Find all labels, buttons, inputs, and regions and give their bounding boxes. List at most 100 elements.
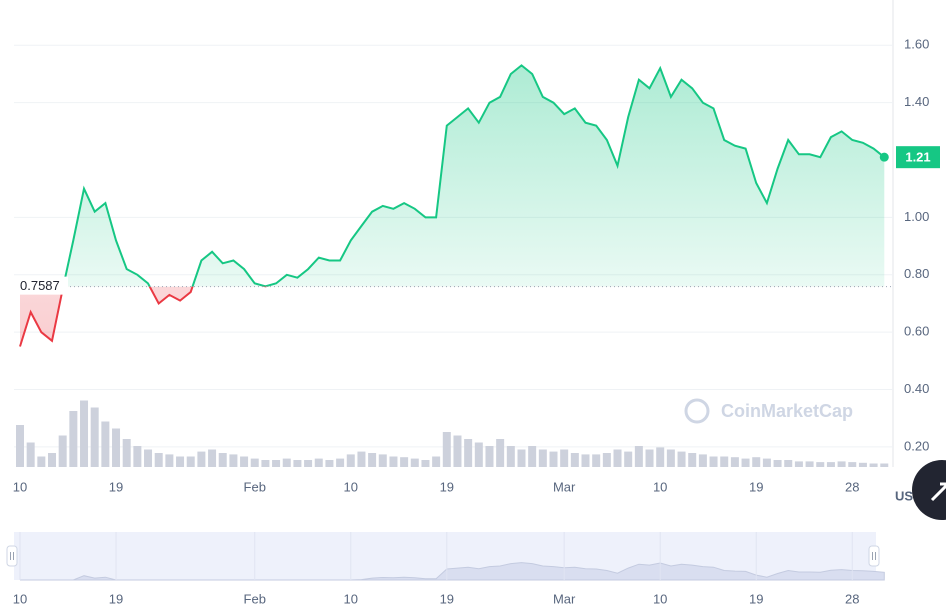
volume-bar <box>58 435 67 467</box>
volume-bar <box>869 463 878 467</box>
volume-bar <box>69 411 78 467</box>
volume-bar <box>592 454 601 467</box>
volume-bar <box>176 456 185 467</box>
volume-bar <box>442 432 451 467</box>
last-point <box>879 152 889 162</box>
volume-bar <box>368 453 377 467</box>
y-tick-label: 0.40 <box>904 381 929 396</box>
volume-bar <box>666 449 675 467</box>
navigator-tick-label: 10 <box>13 591 27 606</box>
volume-bar <box>229 454 238 467</box>
volume-bar <box>112 428 121 467</box>
volume-bar <box>240 456 249 467</box>
volume-bar <box>346 454 355 467</box>
navigator-tick-label: 19 <box>440 591 454 606</box>
navigator-tick-label: 19 <box>109 591 123 606</box>
handle-grip <box>10 552 14 560</box>
volume-bar <box>730 457 739 467</box>
volume-bar <box>410 458 419 467</box>
navigator-area <box>20 562 885 581</box>
navigator-tick-label: 10 <box>344 591 358 606</box>
y-tick-label: 1.60 <box>904 37 929 52</box>
volume-bar <box>293 460 302 467</box>
volume-bar <box>602 453 611 467</box>
y-tick-label: 1.00 <box>904 209 929 224</box>
volume-bar <box>709 456 718 467</box>
baseline-label-bg <box>14 276 68 295</box>
volume-bar <box>272 460 281 467</box>
volume-bar <box>378 454 387 467</box>
volume-bar <box>816 462 825 467</box>
navigator-tick-label: Feb <box>244 591 266 606</box>
volume-bar <box>880 463 889 467</box>
volume-bar <box>304 460 313 467</box>
y-tick-label: 1.40 <box>904 94 929 109</box>
volume-bar <box>325 460 334 467</box>
volume-bar <box>144 449 153 467</box>
volume-bar <box>496 439 505 467</box>
x-tick-label: 19 <box>109 479 123 494</box>
volume-bar <box>101 421 110 467</box>
x-tick-label: 10 <box>344 479 358 494</box>
x-tick-label: 19 <box>749 479 763 494</box>
volume-bar <box>858 462 867 467</box>
volume-bar <box>218 453 227 467</box>
volume-bar <box>250 458 259 467</box>
volume-bar <box>336 458 345 467</box>
volume-bar <box>485 446 494 467</box>
watermark-text: CoinMarketCap <box>721 401 853 421</box>
volume-bar <box>794 461 803 467</box>
y-tick-label: 0.60 <box>904 324 929 339</box>
volume-bar <box>389 456 398 467</box>
y-tick-label: 0.80 <box>904 266 929 281</box>
volume-bar <box>80 400 89 467</box>
volume-bar <box>634 446 643 467</box>
x-tick-label: 10 <box>653 479 667 494</box>
volume-bar <box>154 453 163 467</box>
volume-bar <box>528 446 537 467</box>
volume-bar <box>698 454 707 467</box>
current-price-label: 1.21 <box>905 150 930 165</box>
current-price-badge <box>896 146 940 169</box>
navigator-tick-label: 19 <box>749 591 763 606</box>
watermark: CoinMarketCap <box>684 398 853 424</box>
x-tick-label: Mar <box>553 479 576 494</box>
volume-bar <box>773 460 782 467</box>
volume-bar <box>432 456 441 467</box>
volume-bar <box>282 458 291 467</box>
volume-bar <box>848 462 857 467</box>
volume-bar <box>16 425 24 467</box>
volume-bar <box>656 447 665 467</box>
y-tick-label: 0.20 <box>904 438 929 453</box>
volume-bar <box>48 453 57 467</box>
volume-bar <box>357 451 366 467</box>
volume-bar <box>517 449 526 467</box>
volume-bar <box>549 451 558 467</box>
volume-bar <box>90 407 99 467</box>
volume-bar <box>624 451 633 467</box>
volume-bar <box>464 439 473 467</box>
volume-bar <box>186 456 195 467</box>
volume-bar <box>37 456 46 467</box>
volume-bar <box>741 458 750 467</box>
volume-bar <box>400 457 409 467</box>
volume-bar <box>26 442 35 467</box>
navigator-tick-label: 10 <box>653 591 667 606</box>
volume-bar <box>677 451 686 467</box>
price-line <box>19 286 268 347</box>
volume-bar <box>581 454 590 467</box>
volume-bar <box>474 442 483 467</box>
volume-bar <box>805 461 814 467</box>
scroll-top-button[interactable] <box>912 460 946 520</box>
navigator-tick-label: 28 <box>845 591 859 606</box>
navigator-handle[interactable] <box>868 545 880 567</box>
volume-bar <box>826 462 835 467</box>
navigator-handle[interactable] <box>6 545 18 567</box>
volume-bar <box>570 453 579 467</box>
volume-bar <box>560 449 569 467</box>
volume-bar <box>720 456 729 467</box>
volume-bar <box>453 435 462 467</box>
x-tick-label: Feb <box>244 479 266 494</box>
volume-bar <box>165 454 174 467</box>
